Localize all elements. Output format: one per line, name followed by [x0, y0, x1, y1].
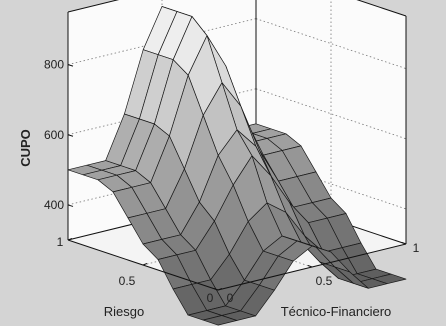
x-tick-label: 0.5 — [316, 274, 333, 288]
tick-labels: 400 600 800 0 0.5 1 0 0.5 1 — [44, 58, 420, 305]
z-tick-label: 400 — [44, 198, 64, 212]
x-tick-label: 1 — [413, 241, 420, 255]
y-tick — [217, 288, 223, 291]
z-tick — [67, 134, 74, 137]
y-tick-label: 0 — [207, 291, 214, 305]
y-tick-label: 1 — [57, 235, 64, 249]
x-tick-label: 0 — [227, 291, 234, 305]
y-tick — [67, 238, 73, 241]
z-tick-label: 800 — [44, 58, 64, 72]
box-edge — [67, 0, 120, 13]
x-tick — [213, 288, 219, 291]
z-tick — [67, 64, 74, 67]
x-axis-label: Técnico-Financiero — [281, 304, 392, 319]
z-tick-label: 600 — [44, 128, 64, 142]
y-axis-label: Riesgo — [104, 304, 144, 319]
y-tick — [142, 263, 148, 266]
x-tick — [307, 265, 313, 268]
z-axis-label: CUPO — [18, 129, 33, 167]
box-edge — [356, 0, 407, 17]
surface-patch — [202, 315, 238, 326]
x-tick — [401, 242, 407, 245]
surface-mesh — [67, 6, 407, 326]
y-tick-label: 0.5 — [119, 274, 136, 288]
z-tick — [67, 204, 74, 207]
